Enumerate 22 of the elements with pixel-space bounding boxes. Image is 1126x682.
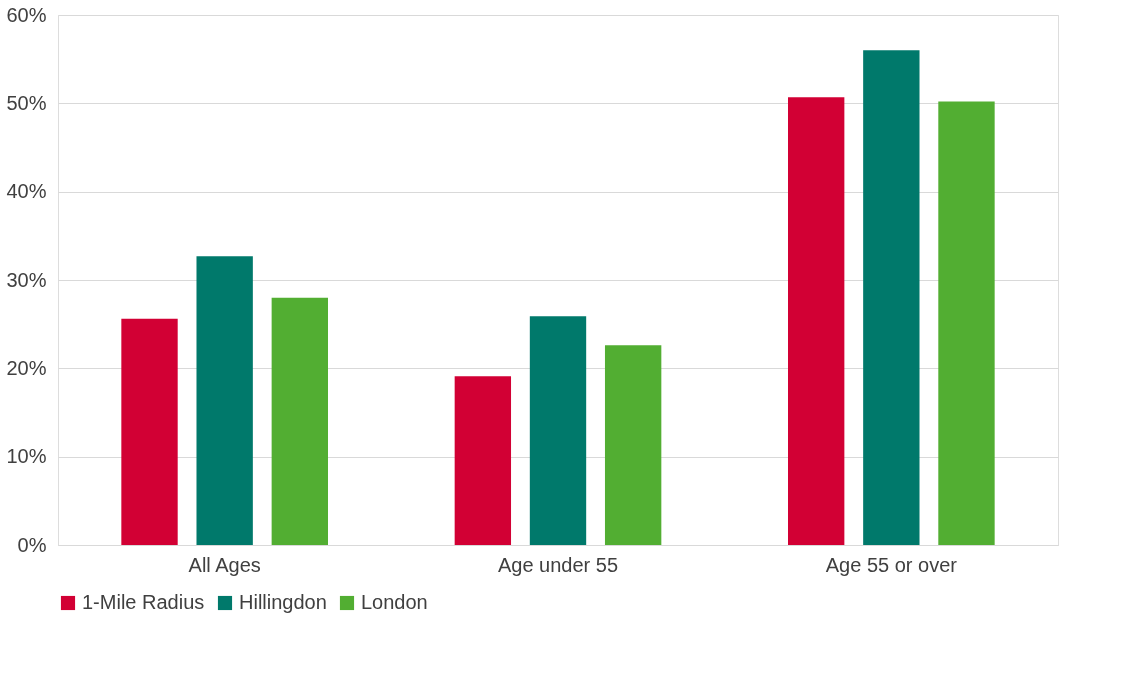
bar bbox=[529, 316, 587, 545]
x-tick-label: Age under 55 bbox=[497, 553, 619, 576]
bar bbox=[196, 256, 253, 545]
bar bbox=[788, 97, 845, 545]
bar bbox=[454, 376, 512, 545]
legend-label: 1-Mile Radius bbox=[82, 591, 205, 613]
y-tick-label: 50% bbox=[6, 91, 47, 114]
y-tick-label: 10% bbox=[6, 445, 47, 468]
x-tick-label: Age 55 or over bbox=[825, 553, 958, 576]
legend-label: London bbox=[361, 591, 428, 613]
y-tick-label: 20% bbox=[6, 356, 47, 379]
bar bbox=[271, 297, 328, 545]
bar bbox=[938, 101, 995, 545]
y-tick-label: 0% bbox=[17, 533, 47, 556]
y-tick-label: 40% bbox=[6, 180, 47, 203]
bar bbox=[604, 345, 662, 545]
legend-label: Hillingdon bbox=[239, 591, 327, 613]
x-tick-label: All Ages bbox=[188, 553, 261, 576]
bar bbox=[121, 318, 178, 545]
y-tick-label: 60% bbox=[6, 3, 47, 26]
y-tick-label: 30% bbox=[6, 268, 47, 291]
bar bbox=[863, 50, 920, 545]
